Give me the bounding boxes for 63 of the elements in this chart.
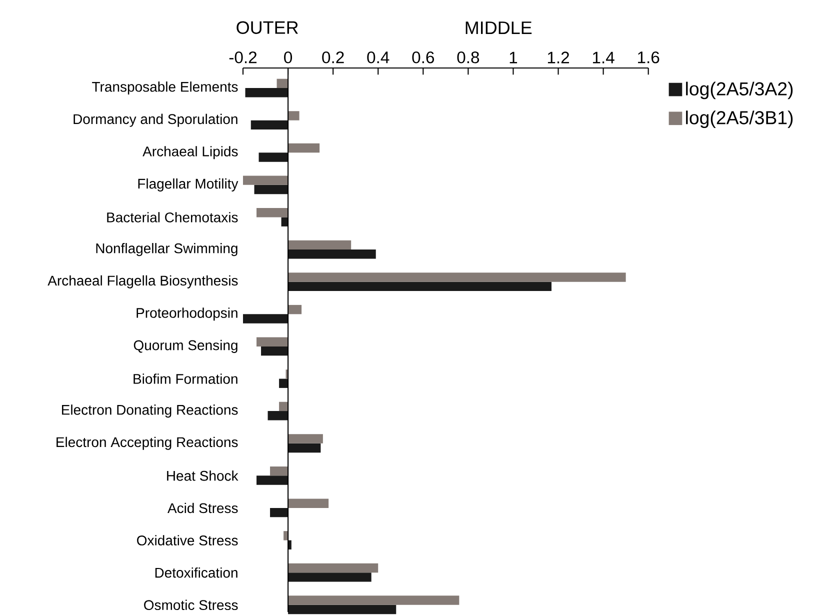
x-tick-label: 0.2 [322,51,344,64]
bar [288,596,460,605]
y-tick-label: Nonflagellar Swimming [96,243,238,256]
bar [250,120,288,130]
y-tick-label: Heat Shock [167,470,238,481]
y-tick-label: Acid Stress [168,502,238,514]
bar [270,508,288,518]
bar [288,304,302,314]
y-tick-label: Osmotic Stress [144,600,238,610]
y-tick-label: Quorum Sensing [134,340,238,353]
bar [279,402,288,412]
x-tick-label: 1 [510,52,518,64]
x-tick-label: 0.4 [367,51,390,64]
bar [254,184,288,194]
x-tick-label: 0 [284,51,292,64]
y-tick-label: Dormancy and Sporulation [74,114,238,127]
legend-label: log(2A5/3B1) [686,110,793,128]
bar [256,337,288,346]
x-tick-label: -0.2 [229,51,257,64]
bar [268,411,288,420]
y-tick-label: Flagellar Motility [138,178,238,192]
text: OUTER [236,21,298,34]
bar [288,240,352,250]
bar [256,208,288,218]
bar [270,466,288,476]
bar [245,88,288,98]
bar [258,152,288,162]
y-tick-label: Archaeal Lipids [142,146,238,160]
y-tick-label: Bacterial Chemotaxis [107,212,238,222]
y-tick-label: Transposable Elements [92,82,238,95]
y-tick-label: Oxidative Stress [137,535,238,546]
bar [288,563,378,573]
y-tick-label: Electron Accepting Reactions [56,436,238,450]
bar [288,111,300,120]
bar [288,272,626,282]
legend-label: log(2A5/3A2) [686,82,793,100]
bar [261,346,288,356]
x-tick-label: 0.8 [457,51,480,64]
bar [288,498,329,508]
y-tick-label: Biofim Formation [134,374,238,384]
x-tick-label: 1.6 [638,51,660,64]
x-tick-label: 0.6 [412,51,434,64]
bar [288,572,372,582]
bar [276,78,288,88]
y-tick-label: Electron Donating Reactions [62,404,238,418]
bar [256,476,288,485]
text: MIDDLE [466,22,532,34]
bar [243,314,288,324]
bar [288,143,320,153]
y-tick-label: Proteorhodopsin [136,308,238,321]
bar [288,604,396,614]
x-tick-label: 1.2 [548,52,570,64]
bar [288,434,323,444]
x-tick-label: 1.4 [592,52,614,64]
bar [243,176,288,185]
bar [281,217,288,226]
bar [288,282,552,292]
bar [284,531,288,540]
bar [288,250,376,259]
y-tick-label: Detoxification [155,567,238,578]
bar [288,443,321,453]
bar [279,378,288,388]
y-tick-label: Archaeal Flagella Biosynthesis [48,275,238,288]
